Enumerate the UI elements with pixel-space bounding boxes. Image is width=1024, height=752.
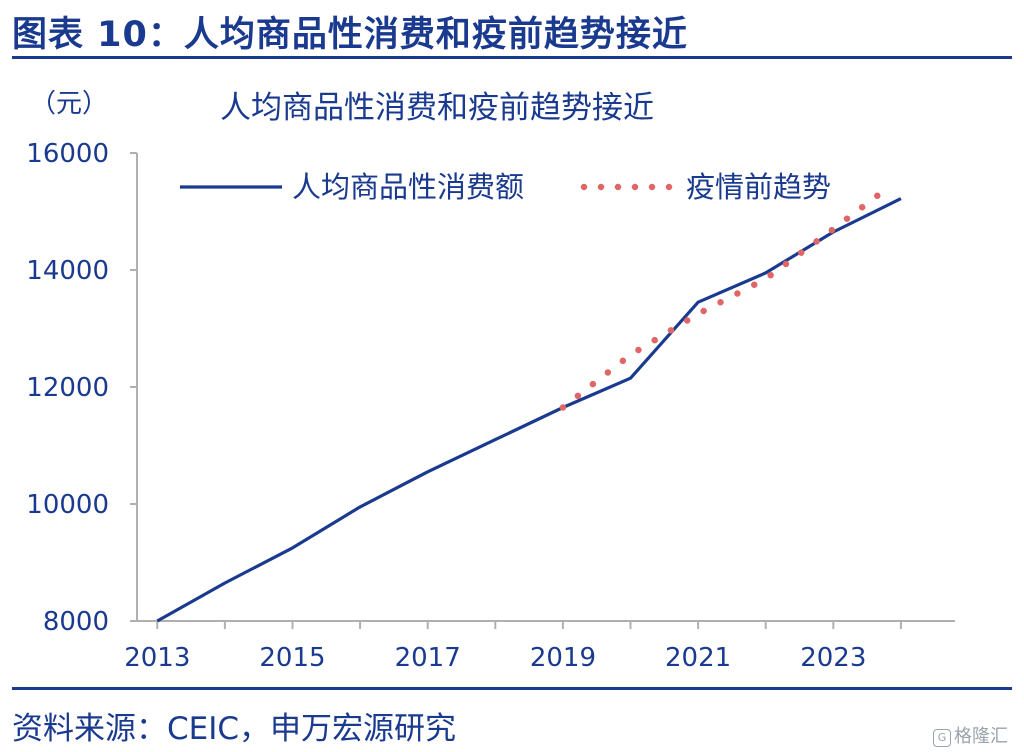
y-tick-label: 16000 (26, 139, 109, 169)
x-tick-label: 2015 (259, 643, 325, 673)
line-chart: （元） 人均商品性消费和疫前趋势接近 8000 10000 12000 14000 16… (26, 89, 955, 673)
x-tick-label: 2023 (800, 643, 866, 673)
y-tick-label: 8000 (43, 607, 109, 637)
watermark: G 格隆汇 (933, 722, 1008, 748)
chart-title: 人均商品性消费和疫前趋势接近 (220, 90, 654, 126)
y-unit-label: （元） (30, 89, 108, 119)
source-note: 资料来源：CEIC，申万宏源研究 (12, 711, 457, 747)
y-tick-label: 14000 (26, 256, 109, 286)
series-line-actual (156, 197, 902, 623)
legend-label-trend: 疫情前趋势 (686, 170, 831, 204)
series-line-trend (559, 184, 891, 411)
axes: 8000 10000 12000 14000 16000 2013 2015 2017 2019… (26, 139, 955, 673)
x-tick-label: 2021 (665, 643, 731, 673)
legend-label-actual: 人均商品性消费额 (292, 170, 524, 204)
x-tick-label: 2017 (395, 643, 461, 673)
figure-title: 图表 10：人均商品性消费和疫前趋势接近 (12, 15, 688, 55)
x-tick-label: 2013 (124, 643, 190, 673)
watermark-text: 格隆汇 (954, 726, 1008, 747)
source-rule (12, 687, 1012, 690)
title-rule (12, 56, 1012, 59)
x-tick-label: 2019 (530, 643, 596, 673)
watermark-icon: G (933, 729, 951, 747)
y-tick-label: 12000 (26, 373, 109, 403)
legend: 人均商品性消费额 疫情前趋势 (180, 170, 831, 204)
chart-marks (156, 184, 902, 623)
y-tick-label: 10000 (26, 490, 109, 520)
